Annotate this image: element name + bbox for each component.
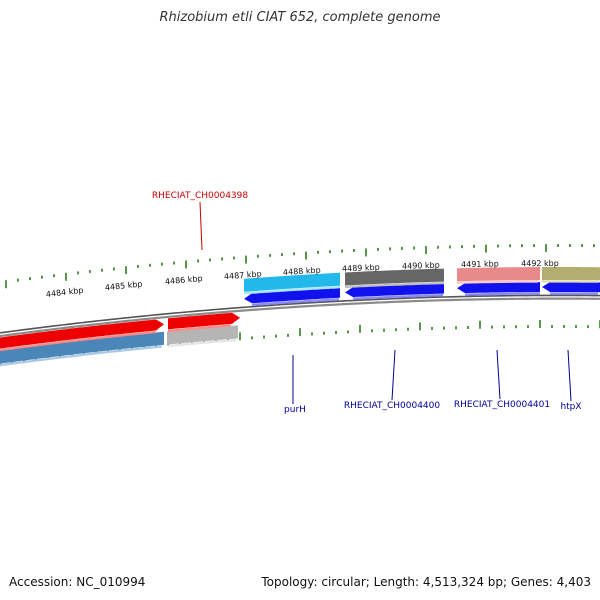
gene-label-text: RHECIAT_CH0004401 (454, 400, 550, 410)
ruler-tick-label: 4487 kbp (224, 269, 262, 281)
label-leader-line (496, 349, 501, 400)
gene-label-rheciat-ch0004401: RHECIAT_CH0004401 (454, 349, 550, 410)
backbone-line-inner (0, 294, 600, 334)
ruler-tick-label: 4490 kbp (402, 261, 440, 271)
gene-labels: RHECIAT_CH0004398 purH RHECIAT_CH0004400 RH… (152, 191, 582, 415)
gene-feature-top-outer-1 (0, 331, 164, 367)
gene-label-purh: purH (284, 355, 306, 415)
gene-feature-ch0004400 (345, 283, 444, 300)
backbone-line-outer (0, 297, 600, 338)
gene-feature-htpX-outer (542, 267, 600, 283)
ruler-tick-label: 4484 kbp (45, 286, 84, 299)
gene-feature-ch0004401-outer (456, 267, 540, 284)
gene-feature-htpX (542, 282, 600, 295)
gene-feature-ch0004401 (457, 282, 541, 296)
gene-feature-ch0004400-outer (344, 268, 445, 289)
gene-label-text: RHECIAT_CH0004400 (344, 401, 441, 411)
ruler-tick-label: 4486 kbp (165, 274, 203, 286)
ruler-tick-label: 4488 kbp (283, 266, 321, 277)
gene-label-rheciat-ch0004400: RHECIAT_CH0004400 (344, 349, 441, 411)
ruler-tick-label: 4489 kbp (342, 263, 380, 274)
ruler-tick-labels: 4484 kbp 4485 kbp 4486 kbp 4487 kbp 4488 kbp… (45, 259, 558, 299)
genome-backbone (0, 294, 600, 338)
gene-label-text: htpX (560, 402, 581, 412)
gene-label-rheciat-ch0004398: RHECIAT_CH0004398 (152, 191, 249, 251)
gene-label-text: RHECIAT_CH0004398 (152, 191, 249, 201)
gene-feature-top-inner-1 (0, 319, 164, 352)
map-title: Rhizobium etli CIAT 652, complete genome (159, 10, 441, 25)
ruler-tick-label: 4485 kbp (105, 279, 143, 292)
gene-feature-purH-outer (243, 272, 341, 295)
label-leader-line (199, 201, 203, 251)
ruler-tick-label: 4491 kbp (461, 259, 499, 269)
label-leader-line (567, 349, 572, 402)
gene-label-text: purH (284, 405, 306, 415)
ruler-tick-label: 4492 kbp (521, 259, 559, 268)
label-leader-line (391, 349, 396, 401)
gene-features (0, 267, 600, 367)
ruler-ticks-bottom (5, 244, 595, 289)
gene-label-htpx: htpX (560, 349, 582, 412)
gene-feature-top-inner-2 (167, 312, 240, 332)
topology-text: Topology: circular; Length: 4,513,324 bp… (261, 575, 591, 589)
gene-feature-purH (244, 287, 340, 306)
accession-text: Accession: NC_010994 (9, 575, 146, 589)
